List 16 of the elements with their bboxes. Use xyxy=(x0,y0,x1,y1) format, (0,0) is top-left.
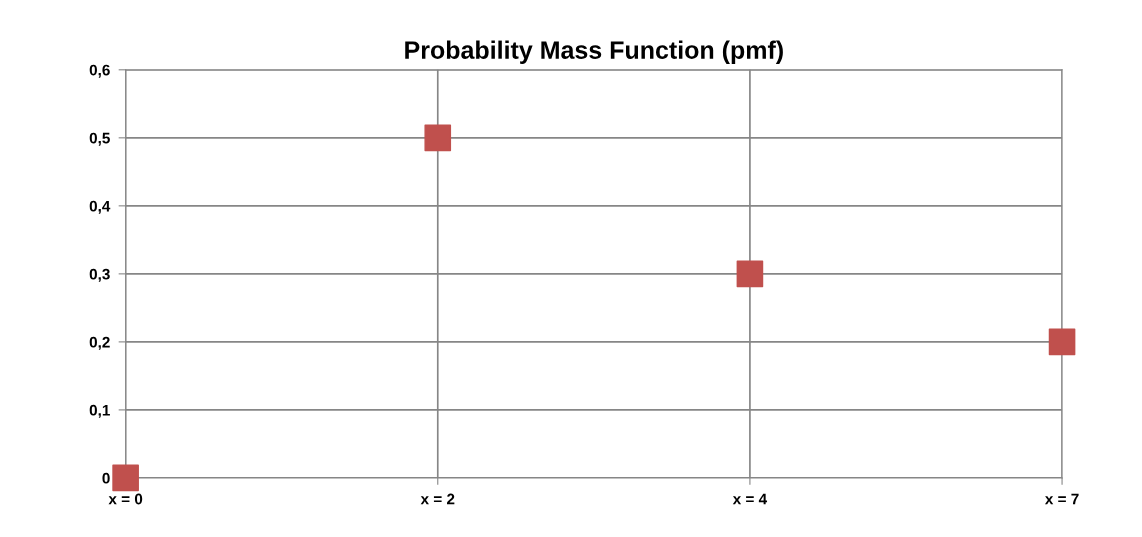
x-tick-label: x = 2 xyxy=(420,493,455,505)
x-tick-label: x = 0 xyxy=(108,493,143,505)
y-tick-label: 0,3 xyxy=(89,268,110,282)
point xyxy=(736,260,764,288)
point xyxy=(1048,328,1076,356)
x-tick-label: x = 7 xyxy=(1044,493,1079,505)
y-tick-label: 0,2 xyxy=(89,336,110,350)
y-tick-label: 0,6 xyxy=(89,64,110,78)
y-tick-label: 0,1 xyxy=(89,404,110,418)
y-tick-label: 0 xyxy=(102,472,110,484)
point xyxy=(424,124,452,152)
y-tick-label: 0,4 xyxy=(89,200,111,214)
y-tick-label: 0,5 xyxy=(89,132,110,146)
chart-title: Probability Mass Function (pmf) xyxy=(405,40,783,64)
x-tick-label: x = 4 xyxy=(732,493,768,505)
point xyxy=(112,464,139,492)
